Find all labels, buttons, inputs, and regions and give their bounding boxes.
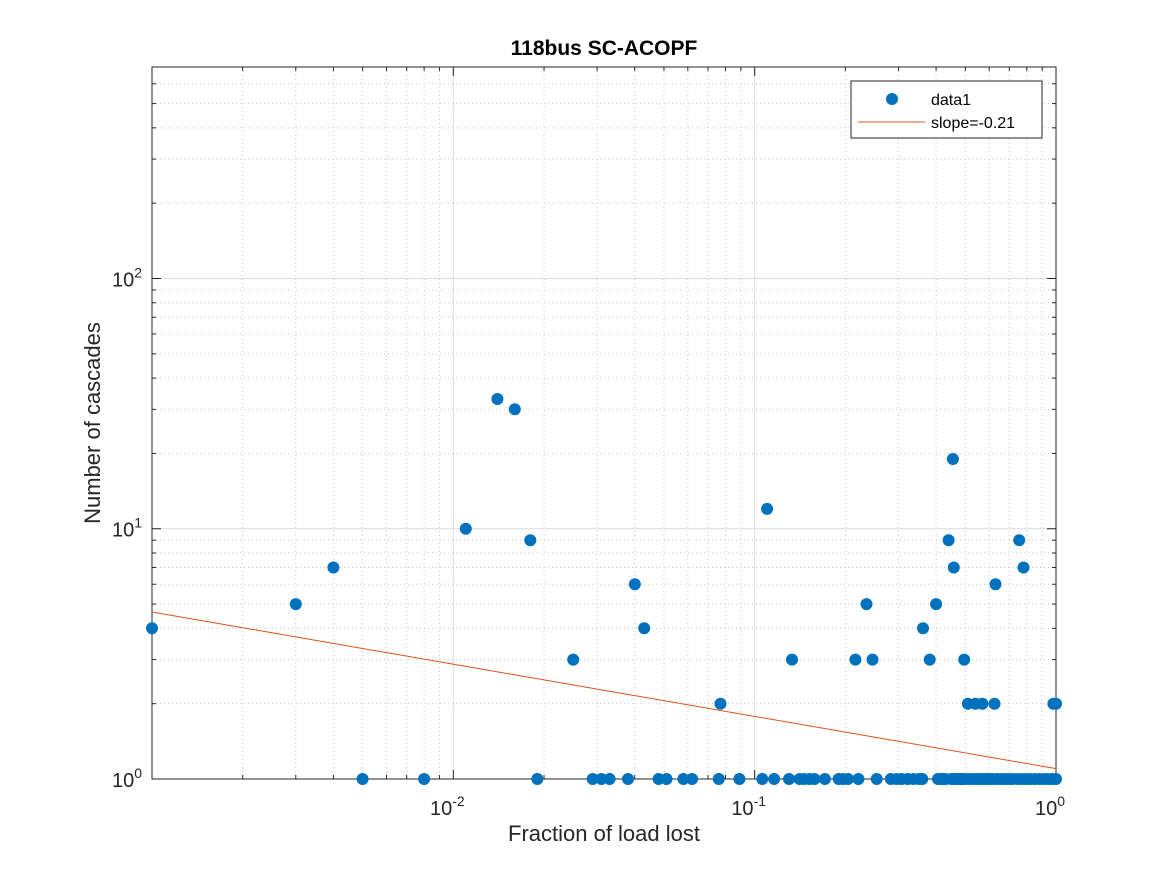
data-point [1017,561,1030,574]
data-point [418,773,431,785]
data-point [586,773,599,785]
minor-grid [152,67,1056,779]
fit-line [151,611,1057,770]
data-point [916,773,929,785]
data-point [356,773,369,785]
data-point [595,773,608,785]
data-point [714,697,727,710]
data-point [930,598,943,611]
data-point [1050,773,1062,785]
data-point [842,773,854,785]
data-point [146,622,158,635]
data-point [628,578,641,591]
data-point [524,534,537,547]
y-tick-label: 101 [112,515,142,542]
data-point [849,653,862,666]
data-point [677,773,690,785]
x-tick-label: 100 [1035,793,1065,820]
data-point [289,598,302,611]
data-point [491,393,504,405]
data-point [508,403,521,416]
data-point [917,622,929,635]
data-point [783,773,795,785]
data-point [808,773,821,785]
data-point [818,773,831,785]
data-point [852,773,865,785]
data-point [712,773,725,785]
data-point [976,697,989,710]
data-point [638,622,651,635]
legend-label-slope: slope=-0.21 [931,115,1015,132]
series-layer [146,393,1062,785]
legend-marker-data1 [886,93,898,105]
y-tick-label: 100 [112,765,142,792]
data-point [733,773,746,785]
x-axis-label: Fraction of load lost [508,821,700,846]
data-point [686,773,699,785]
data-point [989,578,1002,591]
data-point [870,773,883,785]
data-point [860,598,873,611]
x-tick-label: 10-2 [430,793,465,820]
y-tick-labels: 100 101 102 [112,264,142,792]
legend-box [850,80,1043,139]
data-point [947,561,960,574]
data-point [946,453,959,465]
data-point [660,773,673,785]
data-point [942,534,955,547]
data-point [327,561,340,574]
data-point [958,653,971,666]
y-tick-label: 102 [112,264,142,291]
data-point [756,773,769,785]
data-point [866,653,879,666]
data-point [1050,697,1062,710]
data-point [603,773,616,785]
x-tick-label: 10-1 [731,793,766,820]
x-tick-labels: 10-2 10-1 100 [430,793,1065,820]
legend-label-data1: data1 [931,92,971,109]
data-point [531,773,544,785]
data-point [988,697,1001,710]
data-point [622,773,634,785]
legend: data1 slope=-0.21 [850,80,1043,139]
data-point [768,773,781,785]
data-point [761,502,774,515]
data-point [1013,534,1026,547]
y-axis-label: Number of cascades [80,322,105,524]
data-point [459,522,472,535]
chart-title: 118bus SC-ACOPF [511,37,698,60]
data-point [923,653,936,666]
data-point [567,653,580,666]
data-point [786,653,798,666]
